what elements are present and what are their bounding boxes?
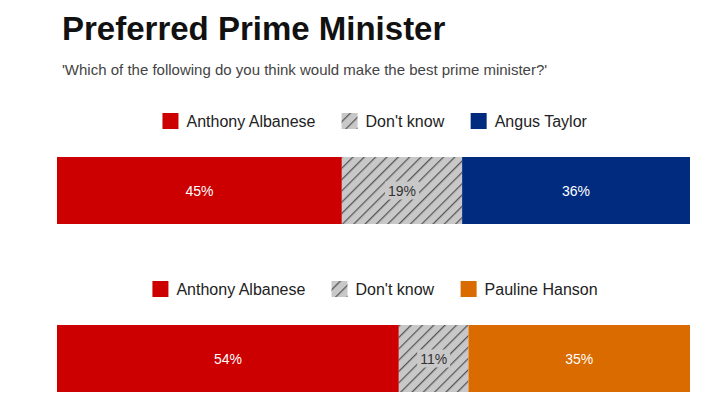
- panel: Anthony Albanese Don't know Angus Taylor 45…: [57, 113, 690, 224]
- data-label: 45%: [185, 183, 213, 199]
- bar-segment: [462, 157, 690, 224]
- legend-swatch: [471, 113, 487, 129]
- legend-item: Anthony Albanese: [162, 113, 315, 130]
- legend-swatch: [342, 113, 358, 129]
- bar-segment: [57, 325, 399, 392]
- legend-label: Angus Taylor: [495, 113, 588, 130]
- legend: Anthony Albanese Don't know Pauline Hanson: [152, 281, 597, 298]
- panel: Anthony Albanese Don't know Pauline Hanson…: [57, 281, 690, 392]
- legend: Anthony Albanese Don't know Angus Taylor: [162, 113, 587, 130]
- title: Preferred Prime Minister: [62, 10, 445, 47]
- legend-swatch: [162, 113, 178, 129]
- legend-swatch: [461, 281, 477, 297]
- bar-segment: [468, 325, 690, 392]
- legend-item: Don't know: [342, 113, 445, 130]
- legend-label: Don't know: [356, 281, 435, 298]
- bar-segment: [342, 157, 462, 224]
- legend-swatch: [332, 281, 348, 297]
- legend-label: Pauline Hanson: [485, 281, 598, 298]
- label-patch: [417, 350, 450, 368]
- data-label: 35%: [565, 351, 593, 367]
- legend-label: Don't know: [366, 113, 445, 130]
- bar-segment: [57, 157, 342, 224]
- chart: Preferred Prime Minister 'Which of the fo…: [0, 0, 728, 409]
- legend-label: Anthony Albanese: [186, 113, 315, 130]
- legend-item: Anthony Albanese: [152, 281, 305, 298]
- data-label: 36%: [562, 183, 590, 199]
- data-label: 54%: [214, 351, 242, 367]
- subtitle: 'Which of the following do you think wou…: [62, 61, 547, 78]
- bars: [57, 325, 690, 392]
- legend-swatch: [152, 281, 168, 297]
- data-label: 19%: [388, 183, 416, 199]
- label-patch: [385, 182, 419, 200]
- legend-label: Anthony Albanese: [176, 281, 305, 298]
- bar-segment: [399, 325, 469, 392]
- data-labels: 45% 19% 36%: [185, 182, 590, 200]
- legend-item: Pauline Hanson: [461, 281, 598, 298]
- data-labels: 54% 11% 35%: [214, 350, 593, 368]
- legend-item: Angus Taylor: [471, 113, 588, 130]
- legend-item: Don't know: [332, 281, 435, 298]
- bars: [57, 157, 690, 224]
- data-label: 11%: [420, 351, 447, 367]
